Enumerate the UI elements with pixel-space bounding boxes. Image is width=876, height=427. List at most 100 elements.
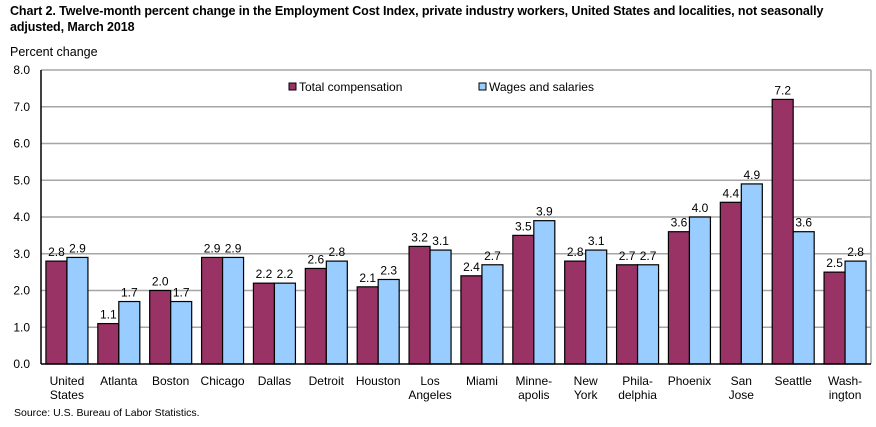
bar-wages-and-salaries xyxy=(325,260,348,365)
bar-wages-and-salaries xyxy=(273,282,297,365)
data-label: 1.7 xyxy=(173,286,190,300)
data-label: 2.7 xyxy=(619,249,636,263)
x-category-label: Phila-delphia xyxy=(618,374,657,402)
data-label: 2.9 xyxy=(204,241,221,255)
x-category-label: Chicago xyxy=(201,374,245,388)
bar-total-compensation xyxy=(667,231,691,365)
bar-wages-and-salaries xyxy=(792,231,815,365)
bar-total-compensation xyxy=(97,322,120,365)
data-label: 2.6 xyxy=(307,252,324,266)
y-axis-label: Percent change xyxy=(10,45,98,59)
data-label: 1.7 xyxy=(121,286,138,300)
legend-swatch xyxy=(478,82,487,91)
legend-label: Total compensation xyxy=(299,80,402,94)
bar-wages-and-salaries xyxy=(585,249,608,365)
data-label: 2.8 xyxy=(48,245,65,259)
x-category-label: Atlanta xyxy=(100,374,138,388)
bar-wages-and-salaries xyxy=(740,183,763,365)
data-label: 3.1 xyxy=(588,234,605,248)
x-category-label: Detroit xyxy=(309,374,345,388)
data-label: 2.1 xyxy=(359,271,376,285)
data-label: 2.4 xyxy=(463,260,480,274)
bar-total-compensation xyxy=(252,282,276,365)
bar-total-compensation xyxy=(149,289,172,365)
y-tick-label: 1.0 xyxy=(13,320,30,334)
data-label: 4.4 xyxy=(722,186,739,200)
x-category-label: New York xyxy=(574,374,599,402)
data-label: 2.5 xyxy=(826,256,843,270)
legend-label: Wages and salaries xyxy=(489,80,594,94)
data-label: 3.2 xyxy=(411,230,428,244)
data-label: 4.0 xyxy=(692,201,709,215)
legend: Total compensation Wages and salaries xyxy=(288,80,594,94)
bar-wages-and-salaries xyxy=(377,278,400,365)
y-tick-label: 6.0 xyxy=(13,137,30,151)
bar-total-compensation xyxy=(615,264,639,365)
y-axis-ticks: 0.0 1.0 2.0 3.0 4.0 5.0 6.0 7.0 8.0 xyxy=(13,63,30,371)
bar-wages-and-salaries xyxy=(170,300,193,365)
bar-total-compensation xyxy=(512,234,535,365)
bar-wages-and-salaries xyxy=(688,216,712,365)
x-category-label: Miami xyxy=(466,374,498,388)
bars xyxy=(45,98,867,365)
x-category-label: Wash-ington xyxy=(828,374,862,402)
data-label: 2.8 xyxy=(567,245,584,259)
bar-total-compensation xyxy=(460,275,483,365)
bar-total-compensation xyxy=(771,98,794,365)
legend-swatch xyxy=(288,82,297,91)
data-label: 2.2 xyxy=(256,267,273,281)
bar-total-compensation xyxy=(719,201,742,365)
bar-total-compensation xyxy=(564,260,587,365)
data-label: 3.1 xyxy=(432,234,449,248)
x-category-label: Boston xyxy=(152,374,189,388)
data-label: 4.9 xyxy=(743,168,760,182)
y-tick-label: 3.0 xyxy=(13,247,30,261)
y-tick-label: 4.0 xyxy=(13,210,30,224)
category-labels: United States Atlanta Boston Chicago Dallas De… xyxy=(50,374,863,402)
x-category-label: Seattle xyxy=(775,374,813,388)
y-tick-label: 5.0 xyxy=(13,173,30,187)
x-category-label: Los Angeles xyxy=(408,374,451,402)
data-label: 2.0 xyxy=(152,275,169,289)
y-tick-label: 8.0 xyxy=(13,63,30,77)
source-note: Source: U.S. Bureau of Labor Statistics. xyxy=(14,407,200,419)
x-category-label: Houston xyxy=(356,374,401,388)
data-label: 2.8 xyxy=(847,245,864,259)
bar-total-compensation xyxy=(356,286,379,365)
x-category-label: United States xyxy=(50,374,85,402)
data-label: 2.7 xyxy=(640,249,657,263)
y-tick-label: 2.0 xyxy=(13,284,30,298)
y-tick-label: 0.0 xyxy=(13,357,30,371)
bar-wages-and-salaries xyxy=(66,256,89,365)
x-category-label: Dallas xyxy=(258,374,291,388)
axes xyxy=(40,70,871,365)
data-label: 7.2 xyxy=(774,83,791,97)
bar-total-compensation xyxy=(304,267,327,365)
data-label: 3.5 xyxy=(515,219,532,233)
data-label: 3.6 xyxy=(795,216,812,230)
data-label: 2.7 xyxy=(484,249,501,263)
bar-wages-and-salaries xyxy=(118,300,141,365)
data-label: 3.6 xyxy=(671,216,688,230)
bar-total-compensation xyxy=(200,256,224,365)
bar-wages-and-salaries xyxy=(481,264,504,365)
bar-total-compensation xyxy=(45,260,68,365)
bar-wages-and-salaries xyxy=(844,260,867,365)
x-category-label: Phoenix xyxy=(668,374,711,388)
data-label: 3.9 xyxy=(536,205,553,219)
x-category-label: San Jose xyxy=(729,374,755,402)
data-label: 2.3 xyxy=(380,263,397,277)
bar-wages-and-salaries xyxy=(429,249,452,365)
bar-wages-and-salaries xyxy=(221,256,245,365)
x-category-label: Minne-apolis xyxy=(515,374,552,402)
data-labels: 2.8 1.1 2.0 2.9 2.2 2.6 2.1 3.2 2.4 3.5 2.8 2.7 3.6 4… xyxy=(48,83,864,321)
data-label: 2.8 xyxy=(328,245,345,259)
data-label: 2.9 xyxy=(69,241,86,255)
bar-total-compensation xyxy=(823,271,846,365)
data-label: 2.9 xyxy=(225,241,242,255)
bar-wages-and-salaries xyxy=(533,220,556,365)
data-label: 2.2 xyxy=(277,267,294,281)
y-tick-label: 7.0 xyxy=(13,100,30,114)
chart-title: Chart 2. Twelve-month percent change in … xyxy=(10,4,824,34)
